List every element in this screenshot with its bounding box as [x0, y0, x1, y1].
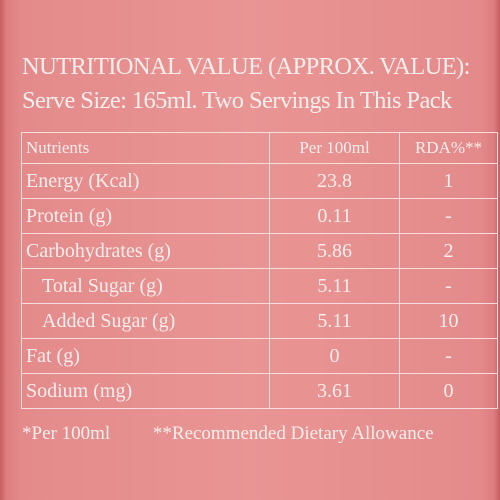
- table-header-row: Nutrients Per 100ml RDA%**: [21, 132, 498, 164]
- table-row: Fat (g) 0-: [21, 338, 498, 374]
- rda-cell: -: [399, 268, 498, 304]
- per-100ml-cell: 23.8: [269, 163, 400, 199]
- column-header-per-100ml: Per 100ml: [269, 132, 400, 164]
- column-header-rda: RDA%**: [399, 132, 498, 164]
- left-edge-shade: [0, 0, 6, 500]
- per-100ml-cell: 3.61: [269, 373, 400, 409]
- rda-cell: 10: [399, 303, 498, 339]
- rda-cell: 1: [399, 163, 498, 199]
- nutrient-name-cell: Sodium (mg): [21, 373, 270, 409]
- per-100ml-cell: 5.11: [269, 303, 400, 339]
- rda-cell: 2: [399, 233, 498, 269]
- table-row: Total Sugar (g) 5.11-: [21, 268, 498, 304]
- rda-cell: -: [399, 198, 498, 234]
- nutrition-footer: *Per 100ml **Recommended Dietary Allowan…: [22, 423, 492, 445]
- nutrition-table-body: Energy (Kcal) 23.8 1 Protein (g) 0.11- Carboh…: [21, 163, 498, 409]
- nutrient-name-cell: Energy (Kcal): [21, 163, 270, 199]
- table-row: Protein (g) 0.11-: [21, 198, 498, 234]
- footnote-rda: **Recommended Dietary Allowance: [152, 423, 434, 444]
- rda-cell: 0: [399, 373, 498, 409]
- column-header-nutrients: Nutrients: [21, 132, 270, 164]
- table-row: Carbohydrates (g) 5.86 2: [21, 233, 498, 269]
- nutrient-name-cell: Added Sugar (g): [21, 303, 270, 339]
- per-100ml-cell: 5.11: [269, 268, 400, 304]
- nutrient-name-cell: Carbohydrates (g): [21, 233, 270, 269]
- nutrition-header: NUTRITIONAL VALUE (APPROX. VALUE): Serve…: [22, 50, 492, 118]
- table-row: Added Sugar (g) 5.11 10: [21, 303, 498, 339]
- table-row: Energy (Kcal) 23.8 1: [21, 163, 498, 199]
- per-100ml-cell: 0: [269, 338, 400, 374]
- nutrient-name-cell: Fat (g): [21, 338, 270, 374]
- nutrition-title: NUTRITIONAL VALUE (APPROX. VALUE):: [22, 53, 470, 80]
- serve-size-text: Serve Size: 165ml. Two Servings In This …: [22, 87, 452, 114]
- rda-cell: -: [399, 338, 498, 374]
- table-row: Sodium (mg) 3.61 0: [21, 373, 498, 409]
- nutrient-name-cell: Total Sugar (g): [21, 268, 270, 304]
- per-100ml-cell: 5.86: [269, 233, 400, 269]
- nutrient-name-cell: Protein (g): [21, 198, 270, 234]
- nutrition-table: Nutrients Per 100ml RDA%** Energy (Kcal)…: [21, 132, 498, 409]
- per-100ml-cell: 0.11: [269, 198, 400, 234]
- footnote-per-100ml: *Per 100ml: [22, 423, 111, 444]
